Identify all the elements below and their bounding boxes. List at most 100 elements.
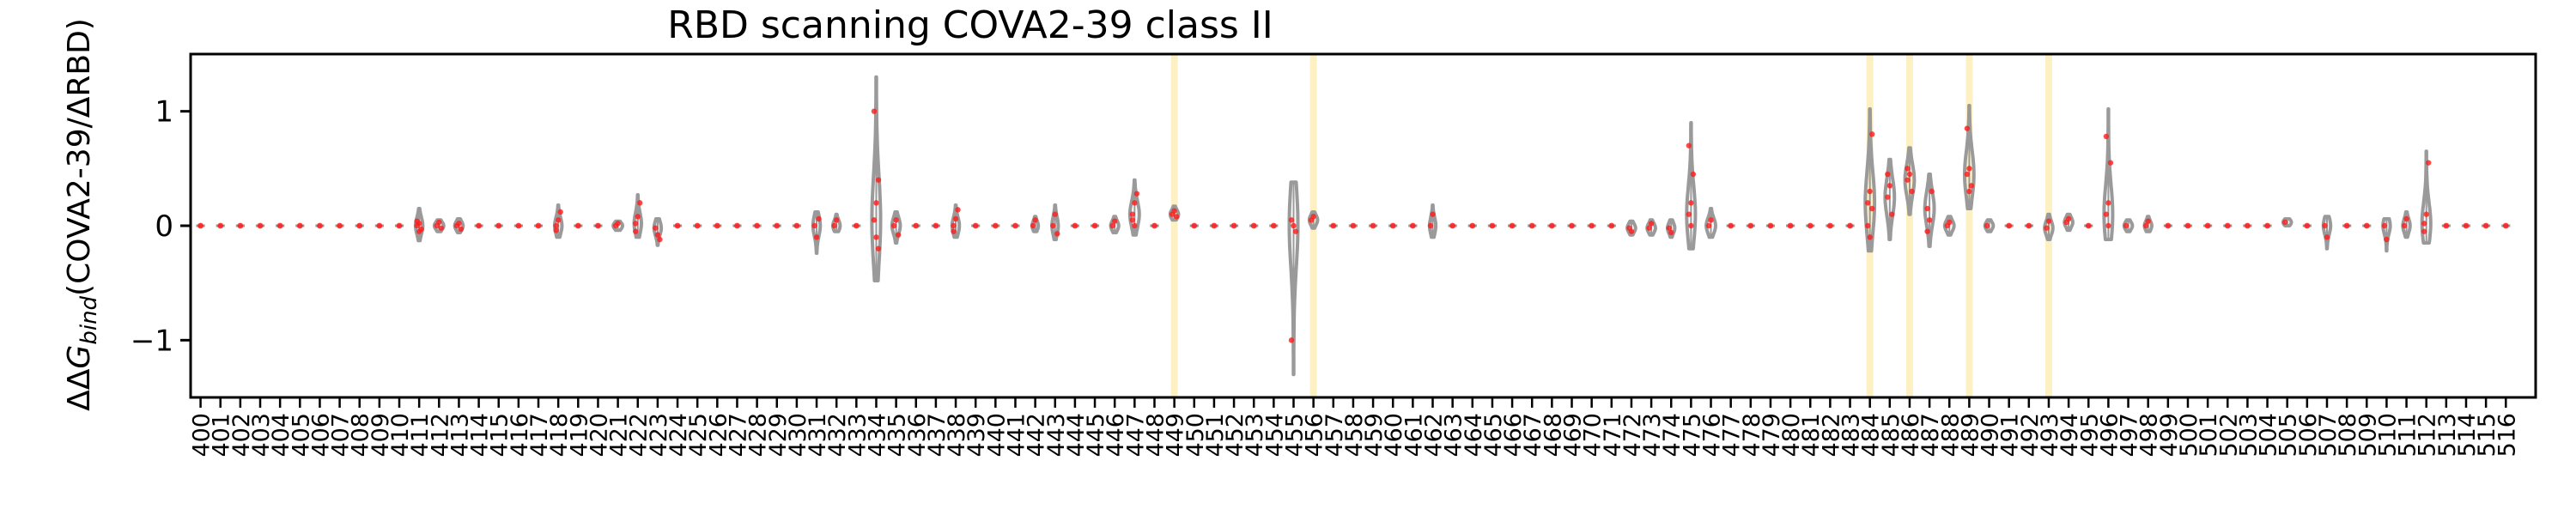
violin-473 [1645, 218, 1657, 237]
point-484-0 [1864, 200, 1871, 206]
point-485-1 [1886, 183, 1893, 189]
point-423-1 [654, 232, 661, 238]
point-452 [1230, 222, 1237, 229]
point-431-1 [813, 234, 820, 240]
x-tick-label: 447 [1122, 413, 1149, 457]
x-tick-label: 449 [1163, 413, 1189, 457]
x-tick-label: 488 [1937, 413, 1964, 457]
point-460 [1389, 222, 1396, 229]
point-447-4 [1132, 222, 1138, 229]
x-axis: 4004014024034044054064074084094104114124… [189, 397, 2520, 457]
point-455-2 [1292, 228, 1299, 234]
highlight-band-489 [1965, 54, 1973, 397]
point-496-1 [2105, 200, 2111, 206]
x-tick-label: 409 [368, 413, 394, 457]
x-tick-label: 481 [1798, 413, 1825, 457]
x-tick-label: 445 [1083, 413, 1109, 457]
x-tick-label: 470 [1580, 413, 1607, 457]
point-499 [2165, 222, 2172, 229]
point-412-1 [436, 219, 442, 226]
point-484-1 [1867, 188, 1873, 195]
y-tick-label: 0 [155, 209, 173, 244]
x-tick-label: 477 [1719, 413, 1746, 457]
point-443-2 [1054, 231, 1060, 237]
point-462-0 [1427, 222, 1434, 229]
point-509 [2363, 222, 2370, 229]
x-tick-label: 408 [348, 413, 374, 457]
point-418-3 [553, 227, 559, 233]
point-486-1 [1906, 171, 1913, 178]
x-tick-label: 410 [387, 413, 414, 457]
point-472-1 [1628, 228, 1635, 234]
x-tick-label: 416 [507, 413, 533, 457]
x-tick-label: 495 [2076, 413, 2103, 457]
x-tick-label: 475 [1679, 413, 1705, 457]
point-434-3 [871, 108, 878, 114]
x-tick-label: 490 [1978, 413, 2004, 457]
point-502 [2224, 222, 2231, 229]
point-492 [2026, 222, 2032, 229]
point-411-3 [414, 218, 420, 224]
point-447-1 [1132, 200, 1138, 206]
x-tick-label: 509 [2354, 413, 2381, 457]
point-420 [595, 222, 601, 229]
point-408 [356, 222, 363, 229]
point-418-2 [557, 209, 563, 215]
point-415 [495, 222, 502, 229]
x-tick-label: 497 [2117, 413, 2143, 457]
point-474-1 [1668, 229, 1674, 236]
x-tick-label: 422 [626, 413, 653, 457]
point-432-1 [833, 217, 840, 223]
x-tick-label: 507 [2315, 413, 2342, 457]
point-476-1 [1708, 217, 1714, 223]
point-508 [2343, 222, 2350, 229]
point-438-0 [951, 222, 957, 229]
x-tick-label: 414 [467, 413, 494, 457]
x-tick-label: 440 [983, 413, 1010, 457]
point-402 [237, 222, 244, 229]
point-495 [2085, 222, 2092, 229]
x-tick-label: 458 [1341, 413, 1368, 457]
x-tick-label: 438 [944, 413, 970, 457]
point-455-1 [1291, 222, 1297, 229]
x-tick-label: 421 [606, 413, 633, 457]
violin-474 [1666, 218, 1677, 239]
point-500 [2184, 222, 2191, 229]
point-507-0 [2322, 222, 2328, 229]
point-455-0 [1288, 217, 1295, 223]
point-469 [1569, 222, 1575, 229]
point-493-0 [2044, 225, 2050, 231]
point-434-2 [875, 177, 882, 183]
point-449-1 [1171, 208, 1177, 214]
x-tick-label: 441 [1003, 413, 1030, 457]
x-tick-label: 465 [1480, 413, 1507, 457]
point-449-2 [1173, 214, 1180, 220]
point-442-1 [1032, 217, 1038, 223]
x-tick-label: 459 [1361, 413, 1388, 457]
point-475-4 [1688, 222, 1694, 229]
point-480 [1787, 222, 1794, 229]
point-441 [1012, 222, 1018, 229]
point-457 [1330, 222, 1337, 229]
point-478 [1747, 222, 1754, 229]
point-416 [515, 222, 522, 229]
x-tick-label: 425 [685, 413, 712, 457]
point-446-1 [1111, 218, 1118, 224]
point-419 [574, 222, 581, 229]
point-463 [1449, 222, 1456, 229]
x-tick-label: 457 [1321, 413, 1348, 457]
x-tick-label: 462 [1421, 413, 1448, 457]
x-tick-label: 419 [566, 413, 592, 457]
x-tick-label: 420 [586, 413, 612, 457]
point-414 [476, 222, 482, 229]
chart-title: RBD scanning COVA2-39 class II [667, 3, 1273, 47]
x-tick-label: 474 [1659, 413, 1686, 457]
point-446-0 [1109, 222, 1115, 229]
point-516 [2502, 222, 2509, 229]
point-434-4 [873, 234, 879, 240]
point-485-2 [1889, 211, 1895, 217]
point-453 [1250, 222, 1257, 229]
point-512-3 [2421, 228, 2427, 234]
point-501 [2204, 222, 2211, 229]
